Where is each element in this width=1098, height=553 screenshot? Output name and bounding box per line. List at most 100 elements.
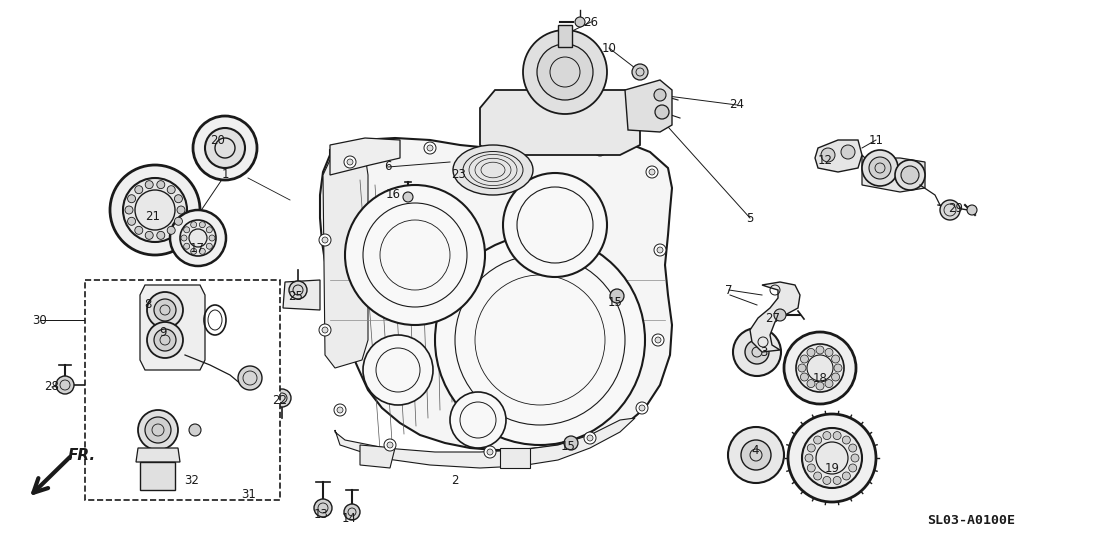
Circle shape [728, 427, 784, 483]
Circle shape [154, 329, 176, 351]
Text: 16: 16 [385, 189, 401, 201]
Circle shape [177, 206, 184, 214]
Circle shape [183, 243, 190, 249]
Circle shape [180, 220, 216, 256]
Circle shape [940, 200, 960, 220]
Text: 11: 11 [869, 133, 884, 147]
Text: 12: 12 [818, 154, 832, 166]
Polygon shape [815, 140, 862, 172]
Circle shape [344, 504, 360, 520]
Circle shape [798, 364, 806, 372]
Circle shape [209, 235, 215, 241]
Circle shape [825, 348, 833, 357]
Circle shape [805, 454, 813, 462]
Circle shape [834, 364, 842, 372]
Text: 30: 30 [33, 314, 47, 326]
Text: 10: 10 [602, 41, 616, 55]
Circle shape [123, 178, 187, 242]
Circle shape [537, 44, 593, 100]
Text: 19: 19 [825, 462, 840, 474]
Circle shape [636, 402, 648, 414]
Circle shape [154, 299, 176, 321]
Circle shape [821, 148, 834, 162]
Circle shape [807, 348, 815, 357]
Circle shape [183, 227, 190, 233]
Circle shape [167, 226, 176, 234]
Circle shape [138, 410, 178, 450]
Circle shape [825, 379, 833, 388]
Circle shape [851, 454, 859, 462]
Circle shape [135, 226, 143, 234]
Text: 5: 5 [747, 211, 753, 225]
Circle shape [427, 145, 433, 151]
Circle shape [654, 89, 666, 101]
Circle shape [193, 116, 257, 180]
Circle shape [807, 379, 815, 388]
Circle shape [206, 243, 212, 249]
Text: SL03-A0100E: SL03-A0100E [927, 514, 1015, 526]
Ellipse shape [453, 145, 533, 195]
Circle shape [849, 444, 856, 452]
Circle shape [639, 405, 645, 411]
Text: 22: 22 [272, 394, 288, 406]
Circle shape [175, 217, 182, 225]
Polygon shape [750, 282, 800, 352]
Circle shape [814, 472, 821, 480]
Circle shape [347, 159, 352, 165]
Circle shape [597, 147, 603, 153]
Circle shape [842, 436, 850, 444]
Text: 24: 24 [729, 98, 744, 112]
Circle shape [403, 192, 413, 202]
Circle shape [167, 186, 176, 194]
Circle shape [344, 156, 356, 168]
Circle shape [869, 157, 890, 179]
Circle shape [488, 449, 493, 455]
Circle shape [632, 64, 648, 80]
Circle shape [110, 165, 200, 255]
Polygon shape [360, 445, 395, 468]
Circle shape [814, 436, 821, 444]
Polygon shape [283, 280, 320, 310]
Text: 4: 4 [751, 444, 759, 456]
Circle shape [322, 327, 328, 333]
Circle shape [564, 436, 578, 450]
Circle shape [862, 150, 898, 186]
Circle shape [363, 335, 433, 405]
Circle shape [833, 477, 841, 484]
Circle shape [337, 407, 343, 413]
Circle shape [200, 248, 205, 254]
Circle shape [646, 166, 658, 178]
Circle shape [273, 389, 291, 407]
Text: 29: 29 [949, 201, 964, 215]
Circle shape [181, 235, 187, 241]
Circle shape [807, 464, 816, 472]
Circle shape [127, 195, 135, 203]
Circle shape [587, 435, 593, 441]
Text: 25: 25 [289, 290, 303, 302]
Text: 15: 15 [561, 440, 575, 452]
Circle shape [147, 292, 183, 328]
Circle shape [145, 181, 154, 189]
Circle shape [135, 186, 143, 194]
Text: 31: 31 [242, 488, 257, 500]
Circle shape [191, 248, 197, 254]
Circle shape [746, 340, 769, 364]
Polygon shape [136, 448, 180, 462]
Text: 27: 27 [765, 311, 781, 325]
Text: 15: 15 [607, 295, 623, 309]
Text: 21: 21 [146, 211, 160, 223]
Circle shape [320, 234, 330, 246]
Text: 18: 18 [813, 372, 828, 384]
Circle shape [484, 446, 496, 458]
Circle shape [733, 328, 781, 376]
Text: 20: 20 [211, 133, 225, 147]
Circle shape [895, 160, 925, 190]
Circle shape [334, 404, 346, 416]
Polygon shape [480, 90, 640, 155]
Circle shape [657, 247, 663, 253]
Circle shape [289, 281, 307, 299]
Circle shape [741, 440, 771, 470]
Circle shape [503, 173, 607, 277]
Text: 26: 26 [583, 15, 598, 29]
Circle shape [170, 210, 226, 266]
